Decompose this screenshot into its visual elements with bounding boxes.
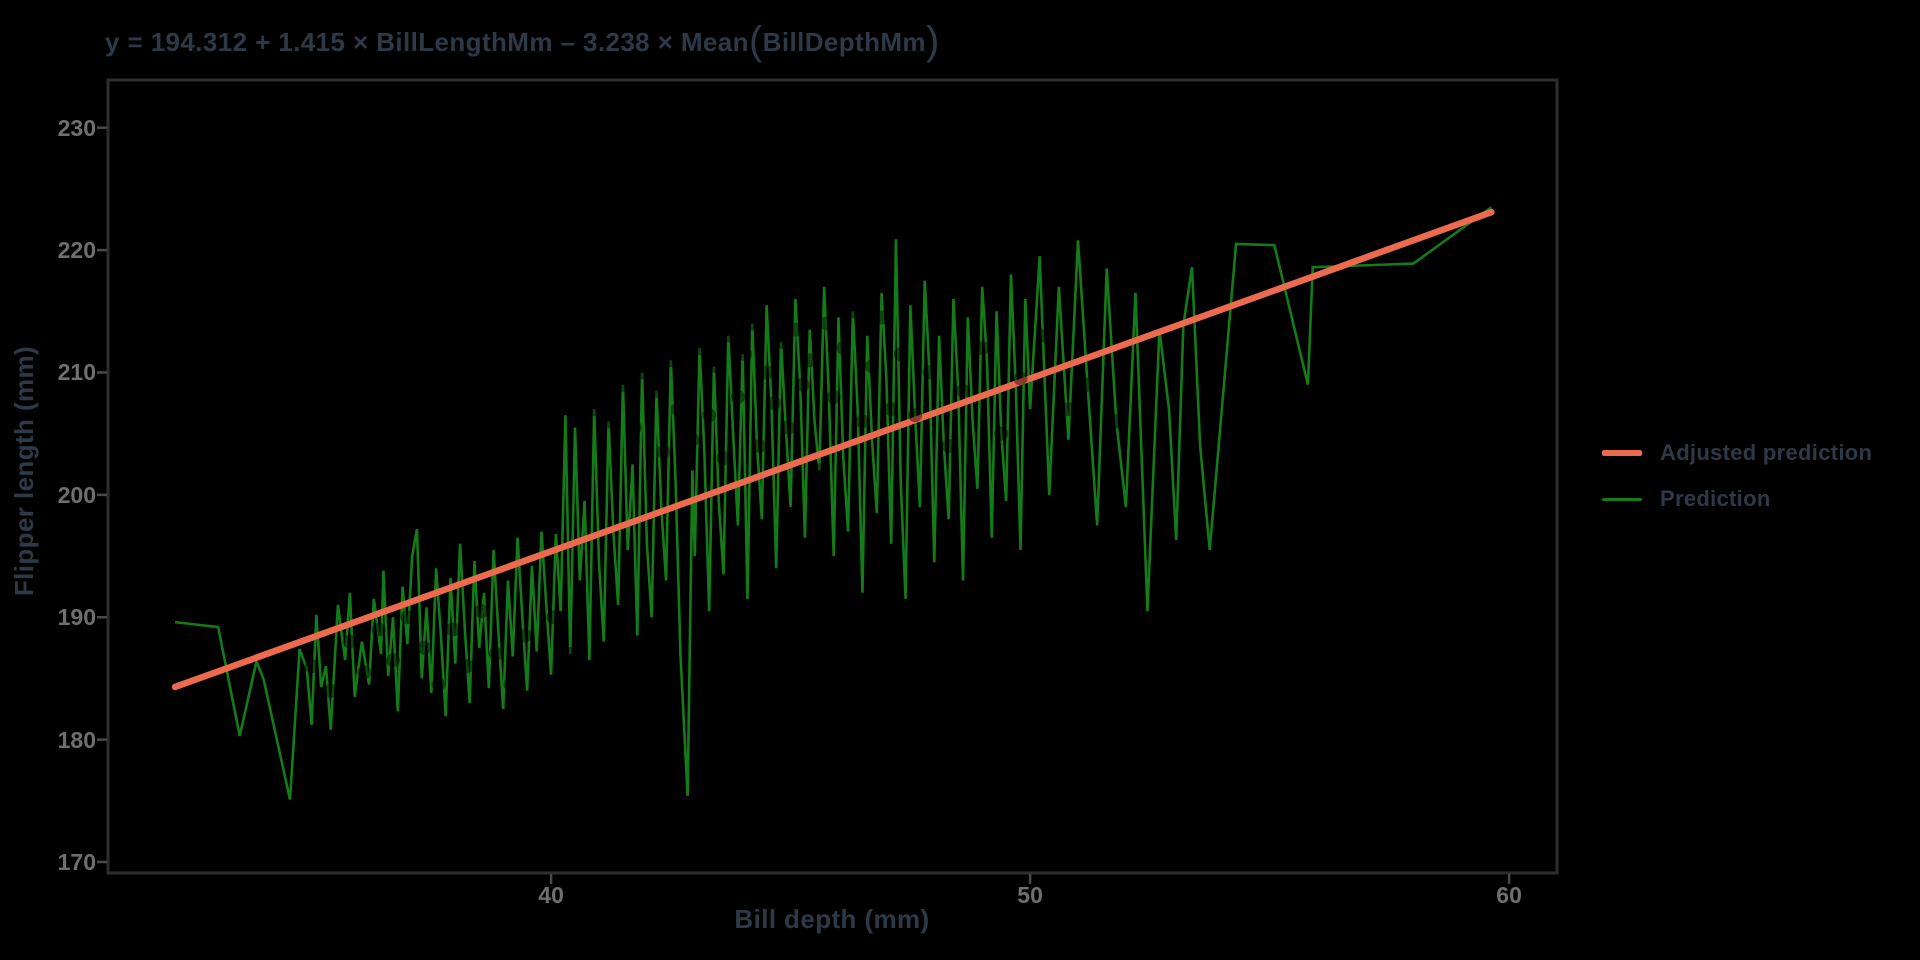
observation-dot: [766, 396, 781, 411]
observation-dot: [615, 377, 630, 392]
observation-dot: [723, 328, 738, 343]
observation-dot: [788, 322, 803, 337]
observation-dot: [745, 316, 760, 331]
observation-dot: [738, 347, 753, 362]
x-tick-label: 50: [1017, 882, 1043, 908]
observation-dot: [922, 365, 937, 380]
adjusted-prediction-line: [171, 208, 1495, 691]
observation-dot: [975, 341, 990, 356]
observation-dot: [627, 420, 642, 435]
observation-dot: [371, 622, 386, 637]
observation-dot: [474, 604, 489, 619]
prediction-line-swatch: [1602, 497, 1642, 501]
chart-title-argument: BillDepthMm: [762, 27, 926, 57]
observation-dot: [357, 665, 372, 680]
observation-dot: [1061, 402, 1076, 417]
observation-dot: [386, 653, 401, 668]
observation-dot: [884, 402, 899, 417]
observation-dot: [400, 610, 415, 625]
observation-dot: [678, 371, 693, 386]
observation-dot: [563, 646, 578, 661]
observation-dot: [503, 677, 518, 692]
observation-dot: [774, 334, 789, 349]
observation-dot: [587, 402, 602, 417]
y-tick-label: 220: [57, 237, 96, 264]
observation-dot: [956, 383, 971, 398]
observation-dot: [812, 463, 827, 478]
observation-dot: [1037, 328, 1052, 343]
observation-dot: [635, 365, 650, 380]
observation-dot: [795, 377, 810, 392]
observation-dot: [716, 451, 731, 466]
observation-dot: [685, 432, 700, 447]
observation-dot: [342, 634, 357, 649]
legend-item-prediction: Prediction: [1602, 484, 1872, 514]
observation-dot: [836, 341, 851, 356]
observation-dot: [941, 438, 956, 453]
y-tick-label: 230: [57, 114, 96, 141]
observation-dot: [656, 445, 671, 460]
y-tick-label: 190: [57, 604, 96, 631]
chart-title-close-paren: ): [925, 19, 940, 63]
observation-dot: [994, 426, 1009, 441]
chart-title-text: y = 194.312 + 1.415 × BillLengthMm – 3.2…: [105, 27, 749, 57]
observation-dot: [304, 659, 319, 674]
y-tick-label: 180: [57, 726, 96, 753]
x-tick-label: 40: [538, 882, 564, 908]
observation-dot: [517, 628, 532, 643]
observation-dot: [709, 359, 724, 374]
x-tick-label: 60: [1496, 882, 1522, 908]
observation-dot: [1080, 377, 1095, 392]
observation-dot: [826, 389, 841, 404]
y-tick-label: 170: [57, 848, 96, 875]
legend-item-adjusted-prediction: Adjusted prediction: [1602, 438, 1872, 468]
observation-dot: [532, 659, 547, 674]
observation-dot: [671, 402, 686, 417]
observation-dot: [752, 438, 767, 453]
y-tick-label: 200: [57, 481, 96, 508]
observation-dot: [546, 610, 561, 625]
observation-dot: [692, 341, 707, 356]
x-axis-title: Bill depth (mm): [734, 904, 930, 934]
observation-dot: [802, 353, 817, 368]
observation-dot: [663, 353, 678, 368]
observation-dot: [845, 304, 860, 319]
prediction-line: [174, 206, 1493, 800]
chart-title-open-paren: (: [748, 19, 763, 63]
observation-dot: [323, 683, 338, 698]
observation-dot: [865, 359, 880, 374]
observation-dot: [908, 408, 923, 423]
observation-dot: [781, 420, 796, 435]
observation-dot: [460, 659, 475, 674]
observation-dot: [445, 622, 460, 637]
adjusted-prediction-line-swatch: [1602, 450, 1642, 456]
y-tick-label: 210: [57, 359, 96, 386]
observation-dot: [417, 640, 432, 655]
observation-dot: [1013, 371, 1028, 386]
observation-dot: [874, 310, 889, 325]
panel-border: [106, 78, 1559, 875]
observation-dot: [488, 646, 503, 661]
observation-dot: [601, 414, 616, 429]
observation-dot: [730, 389, 745, 404]
observation-dot: [893, 347, 908, 362]
legend-label-adjusted-prediction: Adjusted prediction: [1660, 440, 1873, 465]
observation-dot: [855, 414, 870, 429]
chart-title: y = 194.312 + 1.415 × BillLengthMm – 3.2…: [105, 16, 940, 63]
observation-dot: [649, 383, 664, 398]
observation-dot: [759, 365, 774, 380]
observation-dot: [1109, 414, 1124, 429]
observation-dot: [819, 316, 834, 331]
legend: Adjusted prediction Prediction: [1602, 438, 1872, 530]
legend-label-prediction: Prediction: [1660, 486, 1771, 511]
observation-dot: [431, 677, 446, 692]
observation-dot: [702, 408, 717, 423]
